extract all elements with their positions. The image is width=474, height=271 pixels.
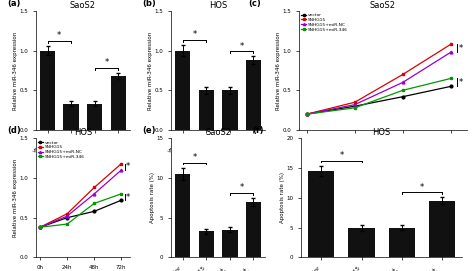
SNHG15+miR-NC [304, 112, 310, 116]
Text: *: * [126, 162, 130, 171]
Text: (c): (c) [248, 0, 261, 8]
vector [400, 95, 406, 98]
Title: SaoS2: SaoS2 [370, 1, 396, 10]
Text: *: * [239, 41, 244, 51]
Text: *: * [192, 153, 197, 162]
Text: *: * [192, 30, 197, 40]
Bar [246, 60, 261, 130]
Text: *: * [459, 44, 463, 53]
Bar [175, 51, 190, 130]
Line: SNHG15+miR-346: SNHG15+miR-346 [305, 77, 452, 115]
SNHG15 [352, 101, 357, 104]
vector [448, 85, 454, 88]
Text: *: * [239, 183, 244, 192]
SNHG15+miR-346 [91, 202, 97, 205]
Bar [199, 90, 214, 130]
Bar [222, 90, 237, 130]
Text: (b): (b) [142, 0, 156, 8]
vector [118, 199, 124, 202]
Y-axis label: Apoptosis rate (%): Apoptosis rate (%) [280, 172, 285, 223]
Text: (d): (d) [7, 126, 21, 135]
Bar [40, 51, 55, 130]
SNHG15+miR-346 [352, 106, 357, 109]
Y-axis label: Relative miR-346 expression: Relative miR-346 expression [276, 31, 281, 109]
Title: HOS: HOS [209, 1, 227, 10]
Line: SNHG15+miR-NC: SNHG15+miR-NC [305, 51, 452, 115]
Line: vector: vector [39, 199, 123, 229]
Legend: vector, SNHG15, SNHG15+miR-NC, SNHG15+miR-346: vector, SNHG15, SNHG15+miR-NC, SNHG15+mi… [38, 140, 84, 159]
Text: *: * [104, 58, 109, 67]
SNHG15+miR-NC [400, 81, 406, 84]
Bar [175, 174, 190, 257]
Bar [64, 104, 79, 130]
SNHG15 [37, 226, 43, 229]
Title: HOS: HOS [74, 128, 92, 137]
Text: *: * [419, 183, 424, 192]
SNHG15+miR-NC [118, 168, 124, 172]
SNHG15+miR-346 [37, 226, 43, 229]
Line: vector: vector [305, 85, 452, 115]
Bar [222, 230, 237, 257]
Title: SaoS2: SaoS2 [205, 128, 231, 137]
SNHG15+miR-346 [304, 112, 310, 116]
Y-axis label: Relative miR-346 expression: Relative miR-346 expression [13, 31, 18, 109]
Line: SNHG15+miR-NC: SNHG15+miR-NC [39, 169, 123, 229]
Bar [246, 202, 261, 257]
Title: HOS: HOS [373, 128, 391, 137]
Y-axis label: Relative miR-346 expression: Relative miR-346 expression [13, 159, 18, 237]
vector [304, 112, 310, 116]
Text: *: * [57, 31, 62, 40]
Line: SNHG15: SNHG15 [305, 43, 452, 115]
Bar [389, 228, 415, 257]
Text: (e): (e) [142, 126, 155, 135]
SNHG15+miR-NC [352, 103, 357, 106]
SNHG15+miR-346 [448, 77, 454, 80]
Text: (f): (f) [253, 126, 264, 135]
vector [352, 105, 357, 108]
Bar [111, 76, 126, 130]
vector [64, 216, 70, 219]
SNHG15+miR-346 [64, 222, 70, 226]
Text: (a): (a) [7, 0, 20, 8]
SNHG15 [448, 43, 454, 46]
vector [37, 226, 43, 229]
Line: SNHG15: SNHG15 [39, 162, 123, 229]
Legend: vector, SNHG15, SNHG15+miR-NC, SNHG15+miR-346: vector, SNHG15, SNHG15+miR-NC, SNHG15+mi… [301, 13, 347, 31]
Bar [199, 231, 214, 257]
vector [91, 210, 97, 213]
SNHG15+miR-NC [91, 192, 97, 195]
SNHG15 [64, 212, 70, 215]
SNHG15 [400, 73, 406, 76]
Bar [429, 201, 455, 257]
SNHG15 [91, 186, 97, 189]
Bar [308, 171, 334, 257]
Bar [87, 104, 102, 130]
SNHG15+miR-346 [118, 192, 124, 195]
Line: SNHG15+miR-346: SNHG15+miR-346 [39, 192, 123, 229]
SNHG15 [304, 112, 310, 116]
Text: *: * [459, 78, 463, 87]
SNHG15+miR-346 [400, 89, 406, 92]
SNHG15+miR-NC [64, 214, 70, 218]
Text: *: * [126, 192, 130, 202]
Title: SaoS2: SaoS2 [70, 1, 96, 10]
SNHG15+miR-NC [37, 226, 43, 229]
SNHG15+miR-NC [448, 51, 454, 54]
SNHG15 [118, 162, 124, 165]
Text: *: * [339, 151, 344, 160]
Y-axis label: Relative miR-346 expression: Relative miR-346 expression [148, 31, 153, 109]
Y-axis label: Apoptosis rate (%): Apoptosis rate (%) [150, 172, 155, 223]
Bar [348, 228, 374, 257]
